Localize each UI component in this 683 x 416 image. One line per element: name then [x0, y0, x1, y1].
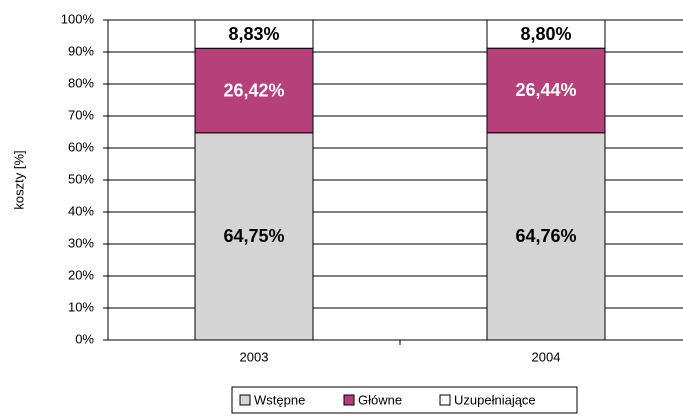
data-label: 8,83%: [228, 24, 279, 44]
y-tick-label: 90%: [68, 43, 94, 58]
y-tick-label: 0%: [75, 331, 94, 346]
y-tick-label: 100%: [61, 11, 95, 26]
data-label: 64,76%: [515, 226, 576, 246]
legend-swatch: [439, 394, 451, 406]
bar-segment: [486, 19, 606, 49]
data-label: 64,75%: [223, 226, 284, 246]
legend-label: Uzupełniające: [454, 392, 536, 407]
y-tick-label: 20%: [68, 267, 94, 282]
bar-segment: [486, 132, 606, 341]
y-tick-label: 40%: [68, 203, 94, 218]
legend-box: [231, 386, 578, 414]
bar-segment: [194, 132, 314, 341]
y-tick-label: 50%: [68, 171, 94, 186]
legend-swatch: [239, 394, 251, 406]
legend-label: Główne: [358, 392, 402, 407]
data-label: 26,44%: [515, 80, 576, 100]
y-tick-label: 30%: [68, 235, 94, 250]
x-tick-label: 2003: [240, 349, 269, 364]
x-tick-label: 2004: [532, 349, 561, 364]
legend-label: Wstępne: [254, 392, 305, 407]
bar-segment: [194, 47, 314, 134]
bar-segment: [486, 47, 606, 134]
y-tick-label: 60%: [68, 139, 94, 154]
data-label: 26,42%: [223, 80, 284, 100]
y-tick-label: 10%: [68, 299, 94, 314]
y-axis-label: koszty [%]: [11, 150, 26, 209]
y-tick-label: 70%: [68, 107, 94, 122]
bar-segment: [194, 19, 314, 49]
legend-swatch: [343, 394, 355, 406]
y-tick-label: 80%: [68, 75, 94, 90]
data-label: 8,80%: [520, 24, 571, 44]
